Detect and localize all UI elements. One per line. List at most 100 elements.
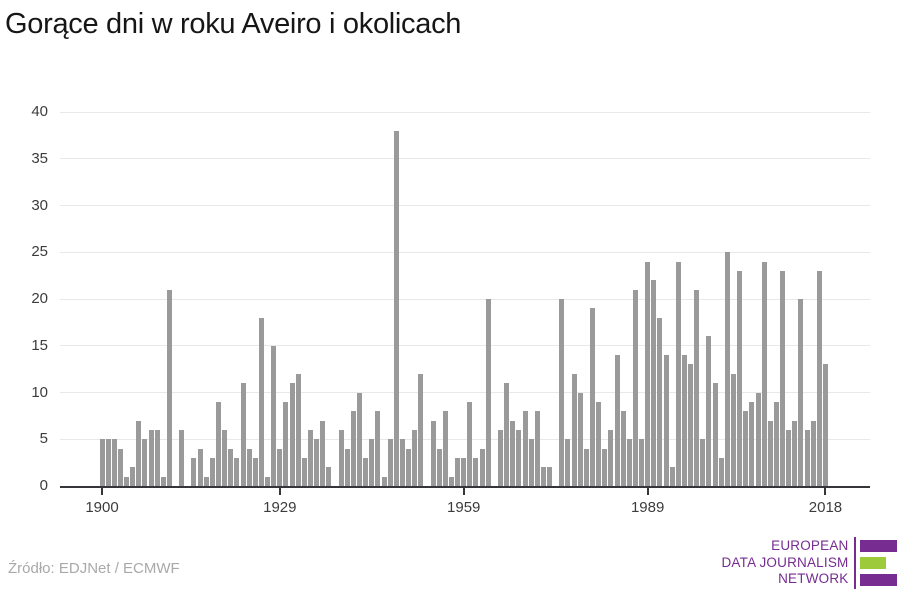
- bar-1994[interactable]: [675, 261, 681, 486]
- bar-1991[interactable]: [657, 317, 663, 486]
- bar-1971[interactable]: [534, 411, 540, 486]
- bar-1939[interactable]: [338, 429, 344, 486]
- bar-1936[interactable]: [320, 420, 326, 486]
- bar-1940[interactable]: [344, 448, 350, 486]
- bar-2015[interactable]: [804, 429, 810, 486]
- bar-2009[interactable]: [767, 420, 773, 486]
- bar-1923[interactable]: [240, 383, 246, 486]
- bar-1930[interactable]: [283, 401, 289, 486]
- bar-2003[interactable]: [730, 373, 736, 486]
- bar-1960[interactable]: [467, 401, 473, 486]
- bar-1946[interactable]: [381, 476, 387, 486]
- bar-1910[interactable]: [160, 476, 166, 486]
- bar-1951[interactable]: [412, 429, 418, 486]
- bar-1999[interactable]: [706, 336, 712, 486]
- bar-1924[interactable]: [246, 448, 252, 486]
- bar-1934[interactable]: [307, 429, 313, 486]
- bar-1973[interactable]: [547, 467, 553, 486]
- bar-1932[interactable]: [295, 373, 301, 486]
- bar-1944[interactable]: [369, 439, 375, 486]
- bar-1997[interactable]: [694, 289, 700, 486]
- bar-2014[interactable]: [798, 299, 804, 486]
- bar-1937[interactable]: [326, 467, 332, 486]
- bar-1969[interactable]: [522, 411, 528, 486]
- bar-2018[interactable]: [822, 364, 828, 486]
- bar-1907[interactable]: [142, 439, 148, 486]
- bar-2007[interactable]: [755, 392, 761, 486]
- bar-1972[interactable]: [540, 467, 546, 486]
- bar-2013[interactable]: [792, 420, 798, 486]
- bar-1983[interactable]: [608, 429, 614, 486]
- bar-1933[interactable]: [301, 457, 307, 486]
- bar-1949[interactable]: [399, 439, 405, 486]
- bar-2004[interactable]: [737, 270, 743, 486]
- bar-2011[interactable]: [780, 270, 786, 486]
- bar-1955[interactable]: [436, 448, 442, 486]
- bar-1952[interactable]: [418, 373, 424, 486]
- bar-1900[interactable]: [99, 439, 105, 486]
- bar-1942[interactable]: [357, 392, 362, 486]
- bar-1911[interactable]: [166, 289, 172, 486]
- bar-1982[interactable]: [602, 448, 608, 486]
- bar-1935[interactable]: [314, 439, 320, 486]
- bar-1985[interactable]: [620, 411, 626, 486]
- bar-1927[interactable]: [265, 476, 271, 486]
- bar-1948[interactable]: [393, 130, 399, 486]
- bar-2000[interactable]: [712, 383, 718, 486]
- bar-1961[interactable]: [473, 457, 479, 486]
- bar-1909[interactable]: [154, 429, 160, 486]
- bar-1965[interactable]: [498, 429, 503, 486]
- bar-1922[interactable]: [234, 457, 240, 486]
- bar-1976[interactable]: [565, 439, 571, 486]
- bar-1978[interactable]: [577, 392, 583, 486]
- bar-1926[interactable]: [258, 317, 264, 486]
- bar-2006[interactable]: [749, 401, 755, 486]
- bar-1962[interactable]: [479, 448, 485, 486]
- bar-1998[interactable]: [700, 439, 706, 486]
- bar-1989[interactable]: [645, 261, 651, 486]
- bar-1947[interactable]: [387, 439, 393, 486]
- bar-2012[interactable]: [786, 429, 792, 486]
- bar-1904[interactable]: [124, 476, 130, 486]
- bar-1988[interactable]: [639, 439, 645, 486]
- bar-1919[interactable]: [215, 401, 221, 486]
- bar-1917[interactable]: [203, 476, 209, 486]
- bar-1943[interactable]: [363, 457, 369, 486]
- bar-1995[interactable]: [681, 355, 687, 486]
- bar-1913[interactable]: [179, 429, 185, 486]
- bar-2010[interactable]: [773, 401, 779, 486]
- bar-1996[interactable]: [688, 364, 694, 486]
- bar-1928[interactable]: [271, 345, 277, 486]
- bar-1990[interactable]: [651, 280, 657, 486]
- bar-1906[interactable]: [136, 420, 142, 486]
- bar-1929[interactable]: [277, 448, 283, 486]
- bar-1908[interactable]: [148, 429, 154, 486]
- bar-1901[interactable]: [105, 439, 111, 486]
- bar-2005[interactable]: [743, 411, 749, 486]
- bar-2017[interactable]: [816, 270, 822, 486]
- bar-1967[interactable]: [510, 420, 516, 486]
- bar-1950[interactable]: [406, 448, 412, 486]
- bar-1956[interactable]: [442, 411, 448, 486]
- bar-1979[interactable]: [583, 448, 589, 486]
- bar-1987[interactable]: [632, 289, 638, 486]
- bar-1921[interactable]: [228, 448, 234, 486]
- bar-2008[interactable]: [761, 261, 767, 486]
- bar-1959[interactable]: [461, 457, 467, 486]
- bar-2016[interactable]: [810, 420, 816, 486]
- bar-1957[interactable]: [448, 476, 454, 486]
- bar-1916[interactable]: [197, 448, 203, 486]
- bar-1986[interactable]: [626, 439, 632, 486]
- bar-1915[interactable]: [191, 457, 197, 486]
- bar-1993[interactable]: [669, 467, 675, 486]
- bar-1931[interactable]: [289, 383, 295, 486]
- bar-1968[interactable]: [516, 429, 522, 486]
- bar-1980[interactable]: [589, 308, 595, 486]
- bar-1920[interactable]: [222, 429, 228, 486]
- bar-1963[interactable]: [485, 299, 491, 486]
- bar-1977[interactable]: [571, 373, 577, 486]
- bar-1902[interactable]: [111, 439, 117, 486]
- bar-1903[interactable]: [117, 448, 123, 486]
- bar-1966[interactable]: [504, 383, 510, 486]
- bar-1970[interactable]: [528, 439, 534, 486]
